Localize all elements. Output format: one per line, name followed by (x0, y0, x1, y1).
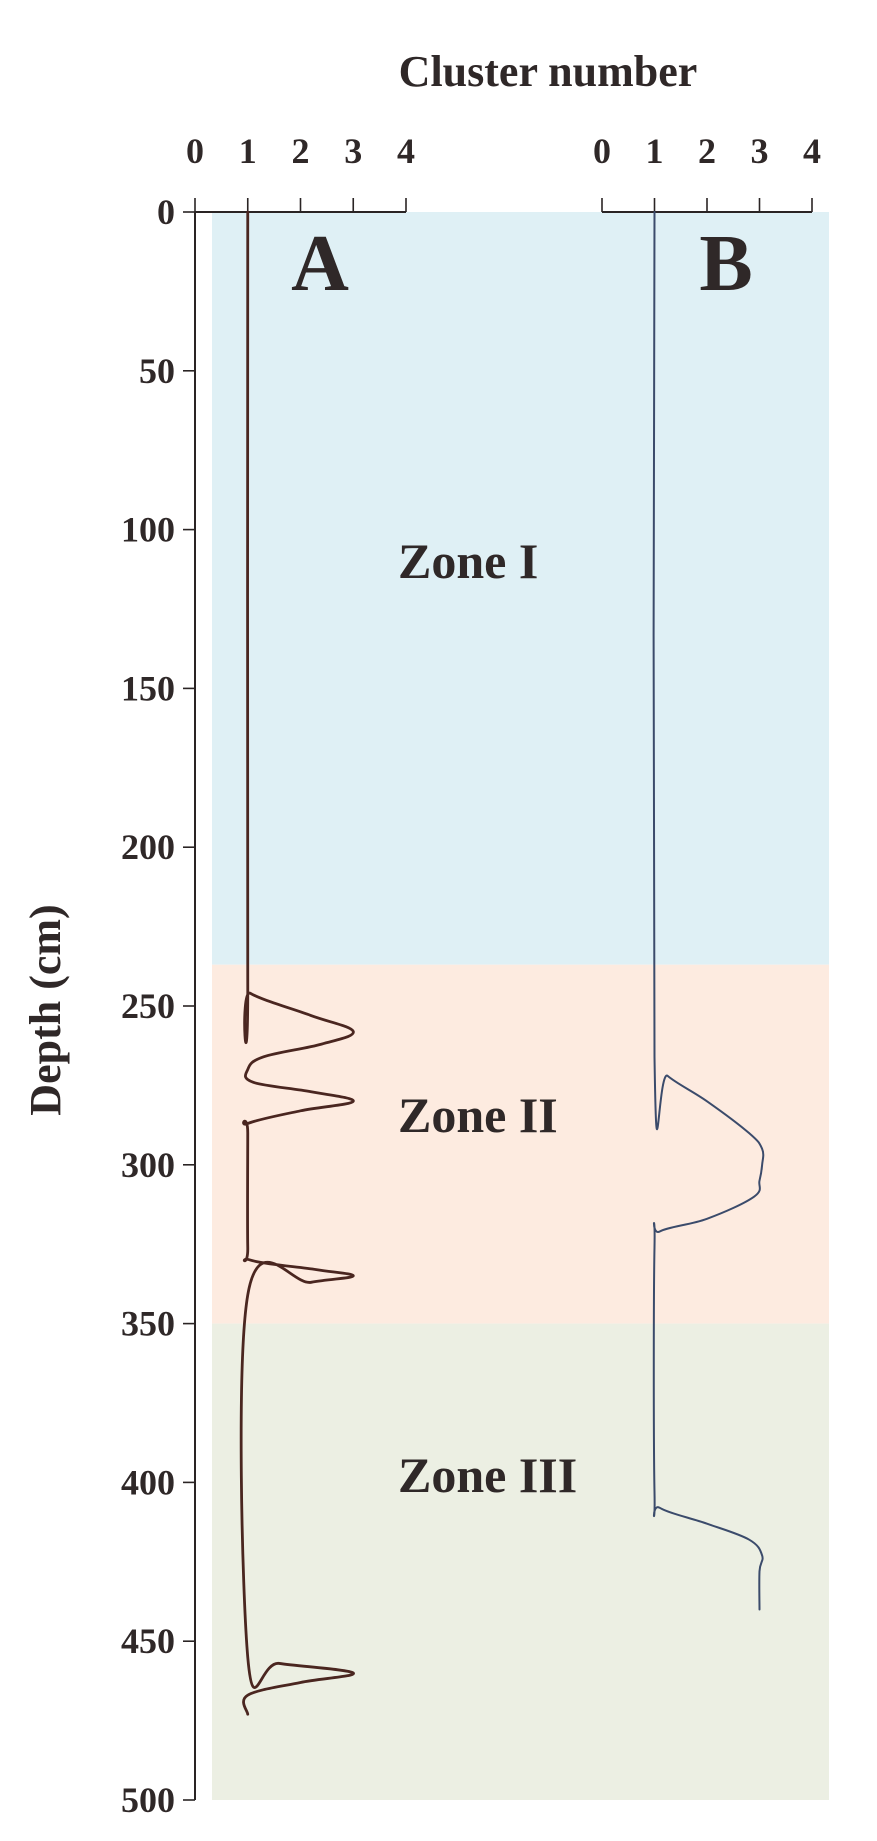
series-lines (239, 210, 765, 1716)
depth-tick-label: 0 (157, 192, 175, 232)
depth-tick-label: 250 (121, 986, 175, 1026)
zone-band-3 (212, 1323, 829, 1800)
depth-tick-label: 500 (121, 1780, 175, 1820)
panel-B-x-tick-label: 2 (698, 131, 716, 171)
panel-B-x-tick-label: 3 (751, 131, 769, 171)
depth-tick-label: 450 (121, 1621, 175, 1661)
panel-label-A: A (291, 220, 349, 308)
panel-A-x-tick-label: 4 (397, 131, 415, 171)
depth-tick-label: 200 (121, 827, 175, 867)
panel-label-B: B (699, 220, 752, 308)
series-line-B (652, 211, 765, 1611)
zone-bands (212, 212, 829, 1800)
depth-tick-label: 50 (139, 351, 175, 391)
panel-A-x-tick-label: 0 (186, 131, 204, 171)
zone-band-2 (212, 964, 829, 1324)
depth-tick-label: 100 (121, 510, 175, 550)
depth-tick-label: 300 (121, 1145, 175, 1185)
panel-A-x-tick-label: 3 (344, 131, 362, 171)
panel-B-x-tick-label: 0 (593, 131, 611, 171)
zone-label-2: Zone II (398, 1087, 558, 1143)
depth-tick-label: 150 (121, 668, 175, 708)
axes (183, 198, 813, 1801)
depth-tick-label: 350 (121, 1304, 175, 1344)
panel-B-x-tick-label: 1 (646, 131, 664, 171)
panel-A-x-tick-label: 2 (292, 131, 310, 171)
x-axis-title: Cluster number (399, 47, 698, 96)
zone-label-1: Zone I (398, 533, 538, 589)
y-axis-title: Depth (cm) (21, 904, 70, 1115)
depth-tick-label: 400 (121, 1462, 175, 1502)
panel-B-x-tick-label: 4 (803, 131, 821, 171)
panel-A-x-tick-label: 1 (239, 131, 257, 171)
zone-label-3: Zone III (398, 1447, 577, 1503)
series-line-A (239, 210, 355, 1716)
zone-band-1 (212, 212, 829, 965)
